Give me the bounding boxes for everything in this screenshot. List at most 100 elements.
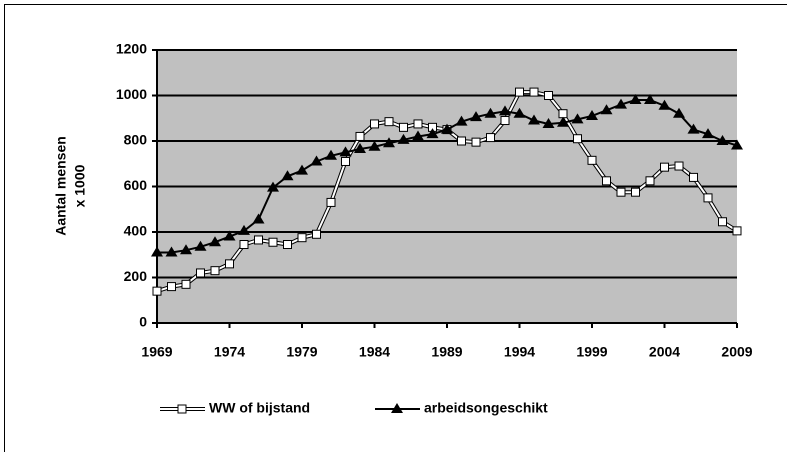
marker <box>470 111 482 122</box>
marker <box>631 187 640 197</box>
y-tick-label: 1000 <box>116 86 147 102</box>
marker <box>397 133 410 144</box>
marker <box>529 87 539 97</box>
x-tick-label: 1984 <box>359 344 390 360</box>
marker <box>426 128 439 139</box>
marker <box>223 230 236 241</box>
x-tick-label: 1989 <box>431 344 462 360</box>
marker <box>165 246 178 257</box>
marker <box>660 162 669 172</box>
marker <box>658 99 671 110</box>
marker <box>196 268 205 278</box>
legend-item: WW of bijstand <box>160 400 310 416</box>
marker <box>687 123 700 134</box>
marker <box>370 119 379 129</box>
legend-label: WW of bijstand <box>209 400 310 416</box>
marker <box>644 94 656 105</box>
marker <box>194 240 207 251</box>
marker <box>252 213 265 224</box>
y-tick-label: 200 <box>124 268 148 284</box>
x-tick-label: 1974 <box>214 344 245 360</box>
y-tick-label: 800 <box>124 132 148 148</box>
marker <box>455 115 468 126</box>
marker <box>181 279 191 289</box>
marker <box>500 116 510 126</box>
legend-label: arbeidsongeschikt <box>424 400 548 416</box>
marker <box>177 404 187 414</box>
marker <box>210 266 220 276</box>
x-tick-label: 1969 <box>141 344 172 360</box>
marker <box>297 233 307 243</box>
marker <box>239 240 249 250</box>
marker <box>689 172 698 182</box>
marker <box>602 176 611 186</box>
marker <box>731 139 743 150</box>
marker <box>486 133 495 143</box>
marker <box>587 155 597 165</box>
marker <box>355 131 365 141</box>
marker <box>586 109 598 120</box>
marker <box>391 403 403 413</box>
marker <box>674 161 684 171</box>
x-tick-label: 1994 <box>504 344 535 360</box>
marker <box>732 226 742 236</box>
marker <box>600 104 613 115</box>
marker <box>573 134 582 144</box>
marker <box>615 98 627 109</box>
marker <box>268 237 278 247</box>
marker <box>645 176 655 186</box>
frame <box>4 4 787 452</box>
marker <box>571 113 584 124</box>
marker <box>544 91 553 100</box>
legend-item: arbeidsongeschikt <box>375 400 548 416</box>
marker <box>557 116 569 127</box>
marker <box>326 197 336 207</box>
marker <box>471 137 481 147</box>
marker <box>412 130 424 141</box>
x-tick-label: 1999 <box>576 344 607 360</box>
marker <box>209 236 221 247</box>
marker <box>558 109 568 119</box>
x-tick-label: 2004 <box>649 344 680 360</box>
x-tick-label: 2009 <box>721 344 752 360</box>
marker <box>629 94 642 105</box>
y-tick-label: 0 <box>139 314 147 330</box>
marker <box>296 164 308 175</box>
marker <box>167 282 176 292</box>
marker <box>616 187 626 197</box>
marker <box>283 240 292 250</box>
marker <box>542 117 555 128</box>
marker <box>310 155 323 166</box>
marker <box>673 107 685 118</box>
marker <box>341 156 350 166</box>
marker <box>457 136 466 146</box>
marker <box>515 87 524 97</box>
marker <box>180 244 192 255</box>
marker <box>413 119 423 129</box>
series <box>151 94 743 257</box>
marker <box>254 235 263 245</box>
marker <box>325 149 337 160</box>
marker <box>312 229 321 239</box>
marker <box>238 224 250 235</box>
marker <box>354 142 366 153</box>
y-axis-label: x 1000 <box>72 164 88 207</box>
marker <box>152 286 162 296</box>
marker <box>441 123 453 134</box>
marker <box>499 105 511 116</box>
marker <box>718 217 727 227</box>
y-tick-label: 400 <box>124 223 148 239</box>
marker <box>281 170 294 181</box>
marker <box>225 259 234 269</box>
marker <box>513 107 526 118</box>
marker <box>339 146 352 157</box>
marker <box>528 114 540 125</box>
y-tick-label: 600 <box>124 177 148 193</box>
marker <box>368 140 381 151</box>
marker <box>716 135 729 145</box>
marker <box>267 181 279 192</box>
x-tick-label: 1979 <box>286 344 317 360</box>
y-tick-label: 1200 <box>116 41 147 57</box>
marker <box>383 137 395 148</box>
